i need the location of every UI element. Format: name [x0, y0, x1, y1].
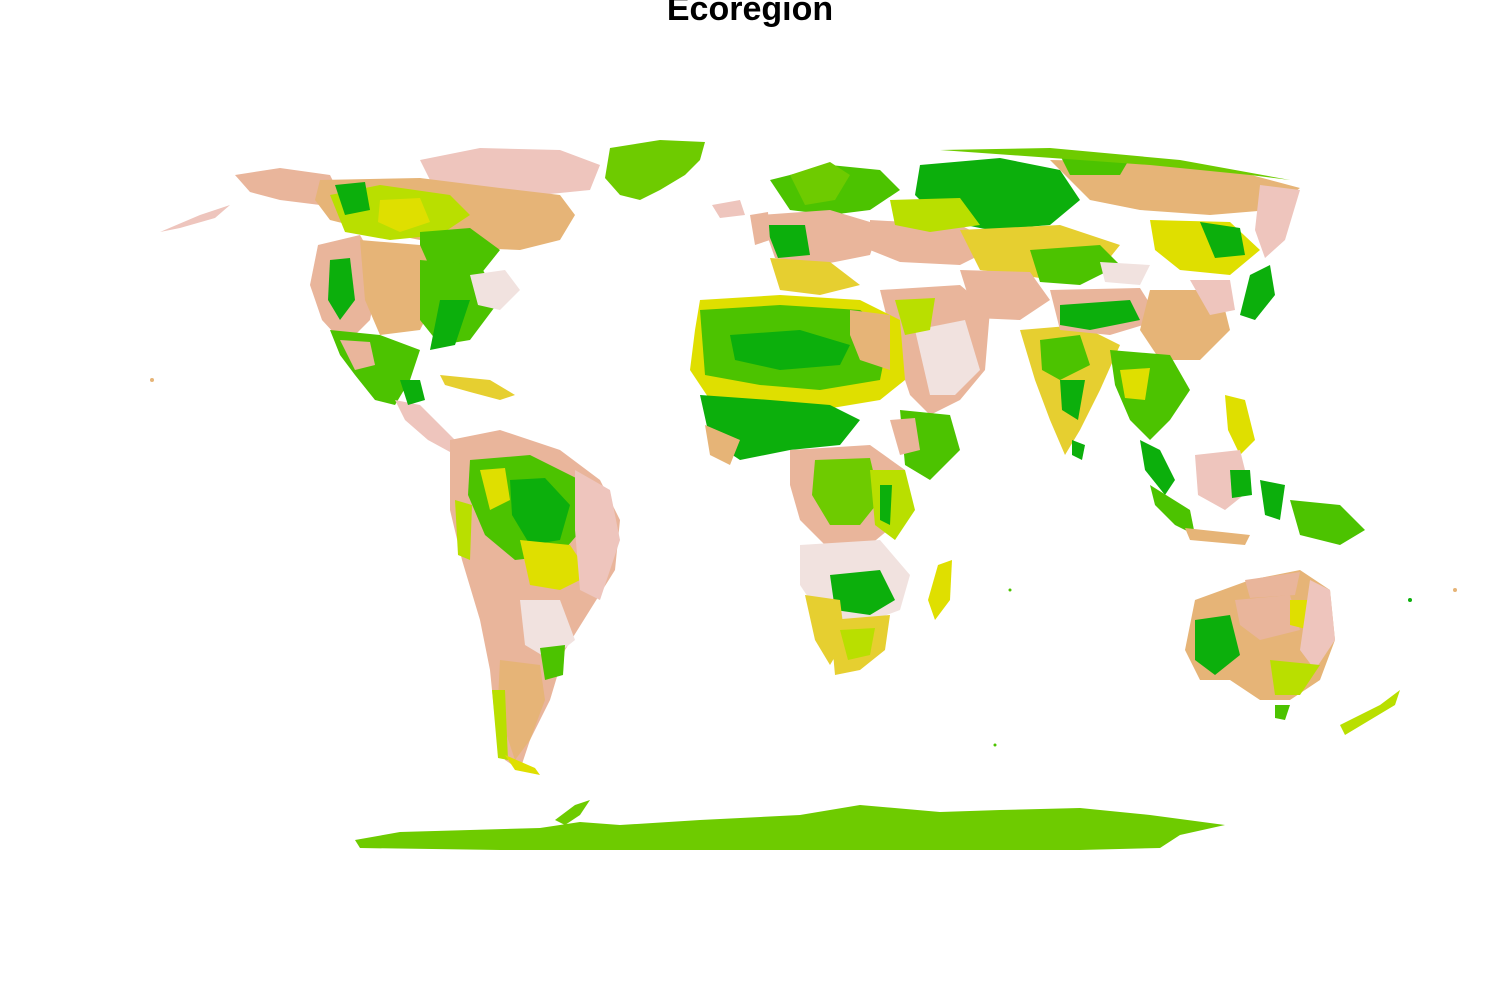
patagonia [498, 660, 545, 760]
sumatra [1150, 485, 1195, 535]
japan [1240, 265, 1275, 320]
island-indian [1008, 588, 1012, 592]
southeast-asia [1110, 350, 1190, 440]
arabia-desert [915, 320, 980, 395]
ethiopia [890, 418, 920, 455]
iceland [712, 200, 745, 218]
arctic-rim [940, 148, 1290, 180]
eurasia-region [712, 148, 1300, 320]
borneo-forest [1230, 470, 1252, 498]
europe-med [770, 258, 860, 295]
russia-mid [890, 198, 980, 232]
uruguay-forest [540, 645, 565, 680]
west-africa-coast [705, 425, 740, 465]
kalahari [840, 628, 875, 660]
usa-southeast [430, 300, 470, 350]
africa-region [690, 295, 960, 675]
island-hawaii [150, 378, 154, 382]
mexico-dry [340, 340, 375, 370]
canada-yellow [378, 198, 430, 232]
europe-west-forest [765, 225, 810, 258]
north-america-region [160, 148, 600, 452]
amazon-yellow [480, 468, 510, 510]
brazil-east [575, 470, 620, 600]
sri-lanka [1072, 440, 1085, 460]
congo-forest [812, 458, 880, 525]
andes-pale [455, 500, 472, 560]
australia-east [1300, 580, 1335, 670]
island-pacific-2 [1453, 588, 1457, 592]
new-guinea [1290, 500, 1365, 545]
madagascar [928, 560, 952, 620]
central-america-forest [400, 380, 425, 405]
tierra-del-fuego [505, 755, 540, 775]
philippines [1225, 395, 1255, 455]
manchuria-forest [1200, 222, 1245, 258]
small-islands [150, 378, 1457, 747]
usa-northeast [470, 270, 520, 310]
india-dark [1060, 380, 1085, 420]
china-east [1190, 280, 1235, 315]
canada-forest [335, 182, 370, 215]
chile-forest [492, 690, 508, 760]
amazon-dark [510, 478, 570, 545]
caribbean [440, 375, 515, 400]
sulawesi [1260, 480, 1285, 520]
malaysia [1140, 440, 1175, 495]
uk [750, 212, 770, 245]
australia-center [1235, 595, 1300, 640]
iran-plateau [960, 270, 1050, 320]
alaska [235, 168, 340, 205]
australia-west-forest [1195, 615, 1240, 675]
map-title: Ecoregion [666, 0, 834, 28]
cerrado [520, 540, 590, 590]
pampas [520, 600, 575, 660]
java [1185, 528, 1250, 545]
indochina-yellow [1120, 368, 1150, 400]
oceania-region [1150, 450, 1400, 735]
scandinavia [790, 162, 850, 205]
south-america-region [450, 430, 620, 775]
levant [895, 298, 935, 335]
australia-north [1245, 572, 1300, 598]
southern-africa-forest [830, 570, 895, 615]
island-atlantic [993, 743, 997, 747]
egypt-desert [850, 310, 890, 370]
india-forest [1040, 335, 1090, 380]
australia-southeast [1270, 660, 1320, 695]
antarctica-region [355, 800, 1225, 850]
sahara-dark [730, 330, 850, 370]
kamchatka [1255, 185, 1300, 258]
west-africa-forest [700, 395, 860, 460]
antarctic-peninsula [555, 800, 590, 825]
arctic-islands [420, 148, 600, 195]
east-africa-lakes [880, 485, 892, 525]
gobi [1100, 262, 1150, 285]
asia-south-region [880, 270, 1255, 495]
central-america [395, 400, 460, 452]
new-zealand [1340, 690, 1400, 735]
usa-rockies [328, 258, 355, 320]
bering-islands [160, 205, 230, 232]
himalaya-green [1060, 300, 1140, 330]
tasmania [1275, 705, 1290, 720]
island-pacific-1 [1408, 598, 1412, 602]
mongolia [1030, 245, 1120, 285]
greenland-region [605, 140, 705, 200]
antarctica-landmass [355, 805, 1225, 850]
greenland-landmass [605, 140, 705, 200]
